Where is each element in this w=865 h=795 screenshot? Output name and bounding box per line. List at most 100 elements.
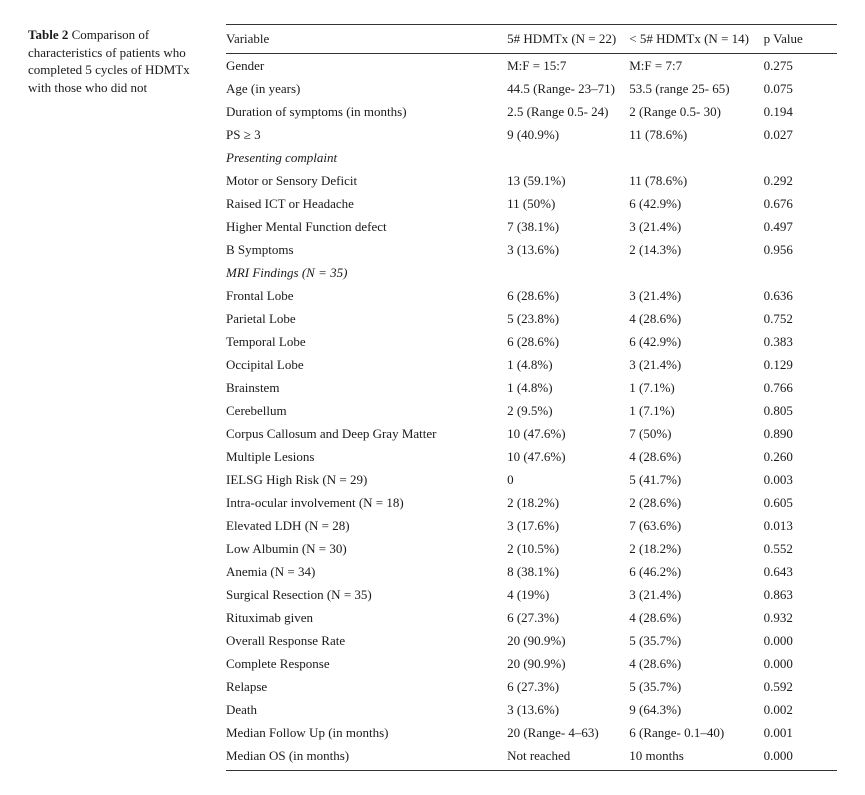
table-row: Complete Response20 (90.9%)4 (28.6%)0.00… [226,652,837,675]
cell-pvalue: 0.956 [764,238,837,261]
cell-variable: Death [226,698,507,721]
col-header-variable: Variable [226,25,507,54]
cell-group2: M:F = 7:7 [629,54,763,78]
cell-group2: 7 (63.6%) [629,514,763,537]
cell-group2: 4 (28.6%) [629,307,763,330]
cell-pvalue: 0.000 [764,629,837,652]
cell-group2: 2 (28.6%) [629,491,763,514]
table-row: IELSG High Risk (N = 29)05 (41.7%)0.003 [226,468,837,491]
cell-pvalue: 0.013 [764,514,837,537]
cell-pvalue: 0.766 [764,376,837,399]
cell-group1: 44.5 (Range- 23–71) [507,77,629,100]
cell-group1: 2 (10.5%) [507,537,629,560]
cell-group1: 7 (38.1%) [507,215,629,238]
cell-group2: 4 (28.6%) [629,652,763,675]
cell-variable: Relapse [226,675,507,698]
cell-pvalue: 0.000 [764,652,837,675]
cell-variable: Age (in years) [226,77,507,100]
table-row: Median Follow Up (in months)20 (Range- 4… [226,721,837,744]
cell-group1 [507,146,629,169]
cell-group1: 0 [507,468,629,491]
cell-group1: 3 (13.6%) [507,698,629,721]
cell-group1: M:F = 15:7 [507,54,629,78]
table-row: Occipital Lobe1 (4.8%)3 (21.4%)0.129 [226,353,837,376]
cell-pvalue: 0.863 [764,583,837,606]
cell-variable: Cerebellum [226,399,507,422]
cell-group2: 1 (7.1%) [629,399,763,422]
cell-pvalue: 0.890 [764,422,837,445]
cell-group1: 6 (28.6%) [507,284,629,307]
cell-group2: 7 (50%) [629,422,763,445]
cell-group2: 10 months [629,744,763,770]
table-section-row: Presenting complaint [226,146,837,169]
cell-variable: Median OS (in months) [226,744,507,770]
cell-variable: Duration of symptoms (in months) [226,100,507,123]
cell-group1: 13 (59.1%) [507,169,629,192]
cell-variable: Surgical Resection (N = 35) [226,583,507,606]
cell-pvalue [764,146,837,169]
cell-group2: 2 (14.3%) [629,238,763,261]
table-row: Anemia (N = 34)8 (38.1%)6 (46.2%)0.643 [226,560,837,583]
cell-group1: 10 (47.6%) [507,445,629,468]
comparison-table: Variable 5# HDMTx (N = 22) < 5# HDMTx (N… [226,24,837,771]
cell-group1: 6 (28.6%) [507,330,629,353]
cell-group2: 11 (78.6%) [629,169,763,192]
table-row: Low Albumin (N = 30)2 (10.5%)2 (18.2%)0.… [226,537,837,560]
cell-group1 [507,261,629,284]
cell-variable: MRI Findings (N = 35) [226,261,507,284]
cell-pvalue: 0.932 [764,606,837,629]
table-row: Corpus Callosum and Deep Gray Matter10 (… [226,422,837,445]
table-row: Raised ICT or Headache11 (50%)6 (42.9%)0… [226,192,837,215]
cell-group1: 20 (90.9%) [507,629,629,652]
cell-pvalue: 0.129 [764,353,837,376]
cell-variable: Elevated LDH (N = 28) [226,514,507,537]
table-row: Multiple Lesions10 (47.6%)4 (28.6%)0.260 [226,445,837,468]
cell-group2: 6 (42.9%) [629,192,763,215]
cell-variable: Anemia (N = 34) [226,560,507,583]
cell-group1: Not reached [507,744,629,770]
cell-group1: 2 (18.2%) [507,491,629,514]
cell-group1: 6 (27.3%) [507,675,629,698]
table-row: Motor or Sensory Deficit13 (59.1%)11 (78… [226,169,837,192]
cell-variable: Brainstem [226,376,507,399]
cell-group2: 5 (35.7%) [629,675,763,698]
cell-variable: Low Albumin (N = 30) [226,537,507,560]
table-row: PS ≥ 39 (40.9%)11 (78.6%)0.027 [226,123,837,146]
cell-group2: 3 (21.4%) [629,583,763,606]
cell-pvalue: 0.592 [764,675,837,698]
cell-group2 [629,146,763,169]
cell-variable: Raised ICT or Headache [226,192,507,215]
cell-pvalue: 0.497 [764,215,837,238]
cell-group1: 20 (Range- 4–63) [507,721,629,744]
table-row: Temporal Lobe6 (28.6%)6 (42.9%)0.383 [226,330,837,353]
table-row: Elevated LDH (N = 28)3 (17.6%)7 (63.6%)0… [226,514,837,537]
cell-variable: Median Follow Up (in months) [226,721,507,744]
cell-pvalue: 0.805 [764,399,837,422]
table-row: Overall Response Rate20 (90.9%)5 (35.7%)… [226,629,837,652]
cell-variable: Parietal Lobe [226,307,507,330]
table-row: Parietal Lobe5 (23.8%)4 (28.6%)0.752 [226,307,837,330]
table-row: Median OS (in months)Not reached10 month… [226,744,837,770]
cell-group1: 10 (47.6%) [507,422,629,445]
cell-group2: 6 (42.9%) [629,330,763,353]
cell-variable: Temporal Lobe [226,330,507,353]
cell-pvalue: 0.383 [764,330,837,353]
cell-group2: 3 (21.4%) [629,215,763,238]
table-row: Cerebellum2 (9.5%)1 (7.1%)0.805 [226,399,837,422]
cell-group1: 3 (17.6%) [507,514,629,537]
cell-group2: 6 (Range- 0.1–40) [629,721,763,744]
cell-group2: 53.5 (range 25- 65) [629,77,763,100]
table-row: Higher Mental Function defect7 (38.1%)3 … [226,215,837,238]
cell-group2: 2 (Range 0.5- 30) [629,100,763,123]
cell-group2: 2 (18.2%) [629,537,763,560]
cell-pvalue: 0.003 [764,468,837,491]
cell-group1: 6 (27.3%) [507,606,629,629]
cell-group1: 11 (50%) [507,192,629,215]
table-row: Brainstem1 (4.8%)1 (7.1%)0.766 [226,376,837,399]
table-header-row: Variable 5# HDMTx (N = 22) < 5# HDMTx (N… [226,25,837,54]
table-row: Age (in years)44.5 (Range- 23–71)53.5 (r… [226,77,837,100]
cell-pvalue: 0.752 [764,307,837,330]
cell-group2: 5 (41.7%) [629,468,763,491]
cell-pvalue: 0.552 [764,537,837,560]
cell-pvalue: 0.000 [764,744,837,770]
